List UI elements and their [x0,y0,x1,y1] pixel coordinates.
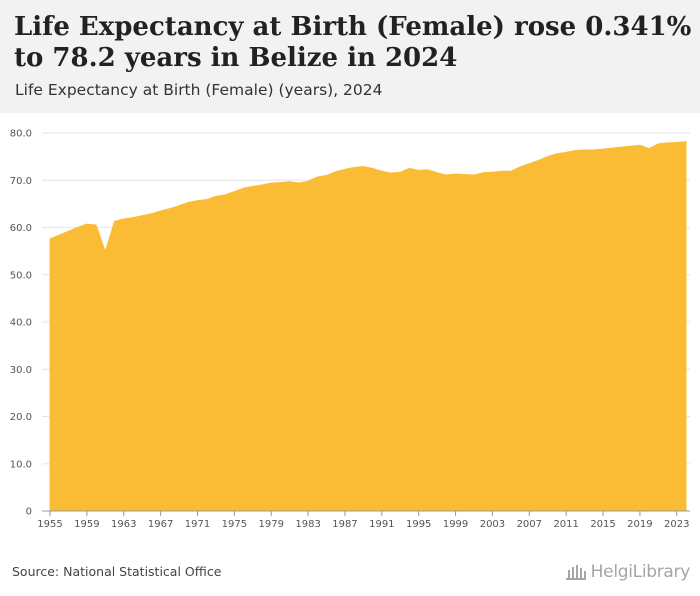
area-layer [49,140,687,512]
helgi-library-logo: HelgiLibrary [565,559,690,585]
x-tick-label: 1991 [369,519,394,530]
x-tick-label: 2015 [590,519,615,530]
y-tick-label: 10.0 [10,459,32,470]
x-tick-label: 1959 [74,519,99,530]
y-tick-label: 40.0 [10,318,32,329]
header-panel: Life Expectancy at Birth (Female) rose 0… [0,0,700,113]
x-tick-label: 1983 [295,519,320,530]
y-tick-label: 50.0 [10,270,32,281]
y-tick-label: 60.0 [10,223,32,234]
chart-subtitle: Life Expectancy at Birth (Female) (years… [15,81,383,99]
x-tick-label: 2023 [664,519,689,530]
x-tick-label: 2011 [553,519,578,530]
page-title: Life Expectancy at Birth (Female) rose 0… [14,12,692,73]
y-tick-label: 30.0 [10,365,32,376]
x-tick-label: 1971 [185,519,210,530]
y-tick-label: 80.0 [10,129,32,140]
x-tick-label: 1979 [258,519,283,530]
area-chart: 0 10.0 20.0 30.0 40.0 50.0 60.0 70.0 80.0 1955 195… [10,129,690,530]
source-note: Source: National Statistical Office [12,564,222,579]
x-tick-label: 1967 [148,519,173,530]
x-tick-label: 1999 [443,519,468,530]
x-tick-label: 1987 [332,519,357,530]
y-tick-label: 70.0 [10,176,32,187]
y-tick-label: 0 [26,507,32,518]
x-tick-label: 1995 [406,519,431,530]
series-area-life-expectancy [49,140,687,512]
x-tick-label: 1963 [111,519,136,530]
y-tick-label: 20.0 [10,412,32,423]
library-building-icon [565,565,586,580]
x-tick-label: 2003 [480,519,505,530]
x-tick-label: 1955 [37,519,62,530]
x-tick-label: 2019 [627,519,652,530]
axis-layer: 0 10.0 20.0 30.0 40.0 50.0 60.0 70.0 80.0 1955 195… [10,129,690,530]
logo-text: HelgiLibrary [590,562,691,582]
x-tick-label: 1975 [222,519,247,530]
x-tick-label: 2007 [517,519,542,530]
